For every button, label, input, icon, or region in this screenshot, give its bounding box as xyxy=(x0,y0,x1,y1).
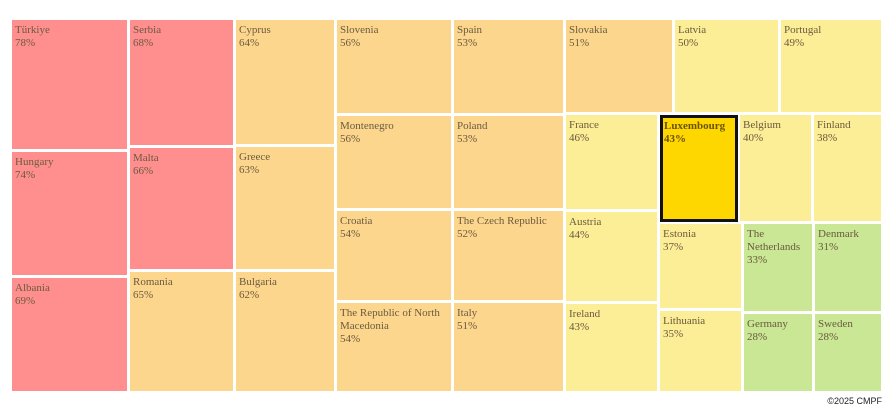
tile-value-label: 66% xyxy=(133,165,154,177)
tile-country-label: Montenegro xyxy=(340,120,394,132)
tile-country-label: Denmark xyxy=(818,228,859,240)
tile-country-label: The Czech Republic xyxy=(457,215,547,227)
tile-country-label: Lithuania xyxy=(663,315,706,327)
treemap-tile[interactable]: Cyprus 64% xyxy=(236,20,334,144)
tile-value-label: 40% xyxy=(743,132,764,144)
tile-country-label: Sweden xyxy=(818,318,853,330)
tile-country-label: Poland xyxy=(457,120,488,132)
tile-value-label: 31% xyxy=(818,241,839,253)
tile-value-label: 78% xyxy=(15,37,36,49)
tile-value-label: 44% xyxy=(569,229,590,241)
tile-value-label: 74% xyxy=(15,169,36,181)
treemap-tile[interactable]: Italy 51% xyxy=(454,303,563,391)
tile-value-label: 54% xyxy=(340,333,361,345)
tile-value-label: 28% xyxy=(818,331,839,343)
treemap-tile[interactable]: Hungary 74% xyxy=(12,152,127,275)
tile-value-label: 50% xyxy=(678,37,699,49)
treemap-tile[interactable]: The Czech Republic 52% xyxy=(454,211,563,300)
tile-country-label: Romania xyxy=(133,276,173,288)
tile-country-label: Finland xyxy=(817,119,851,131)
tile-value-label: 65% xyxy=(133,289,154,301)
tile-country-label: Estonia xyxy=(663,228,696,240)
tile-country-label: Hungary xyxy=(15,156,54,168)
treemap-tile[interactable]: Austria 44% xyxy=(566,212,657,301)
treemap-tile[interactable]: Estonia 37% xyxy=(660,224,741,308)
tile-country-label: Croatia xyxy=(340,215,373,227)
tile-value-label: 54% xyxy=(340,228,361,240)
copyright-notice: ©2025 CMPF xyxy=(827,396,882,406)
treemap-tile[interactable]: Romania 65% xyxy=(130,272,233,391)
tile-country-label: Ireland xyxy=(569,308,601,320)
treemap-tile[interactable]: Ireland 43% xyxy=(566,304,657,391)
tile-value-label: 56% xyxy=(340,37,361,49)
tile-country-label: Latvia xyxy=(678,24,707,36)
tile-value-label: 53% xyxy=(457,133,478,145)
tile-country-label: Albania xyxy=(15,282,50,294)
treemap-tile[interactable]: Albania 69% xyxy=(12,278,127,391)
tile-value-label: 64% xyxy=(239,37,260,49)
tile-value-label: 35% xyxy=(663,328,684,340)
tile-value-label: 51% xyxy=(457,320,478,332)
tile-country-label: Italy xyxy=(457,307,478,319)
tile-value-label: 46% xyxy=(569,132,590,144)
treemap-tile[interactable]: Malta 66% xyxy=(130,148,233,269)
tile-country-label: Slovenia xyxy=(340,24,379,36)
tile-value-label: 33% xyxy=(747,254,768,266)
tile-country-label: Luxembourg xyxy=(664,120,726,132)
treemap-tile[interactable]: Serbia 68% xyxy=(130,20,233,145)
tile-country-label: Greece xyxy=(239,151,271,163)
tile-country-label: Cyprus xyxy=(239,24,271,36)
tile-value-label: 69% xyxy=(15,295,36,307)
tile-country-label: Spain xyxy=(457,24,483,36)
tile-value-label: 51% xyxy=(569,37,590,49)
tile-country-label: Serbia xyxy=(133,24,162,36)
treemap-tile[interactable]: Slovakia 51% xyxy=(566,20,672,112)
tile-value-label: 37% xyxy=(663,241,684,253)
treemap-tile[interactable]: Spain 53% xyxy=(454,20,563,113)
tile-value-label: 28% xyxy=(747,331,768,343)
treemap-tile[interactable]: Bulgaria 62% xyxy=(236,272,334,391)
treemap-tile[interactable]: Croatia 54% xyxy=(337,211,451,300)
tile-value-label: 43% xyxy=(664,133,686,145)
treemap-tile[interactable]: Montenegro 56% xyxy=(337,116,451,208)
tile-country-label: France xyxy=(569,119,599,131)
tile-country-label: Germany xyxy=(747,318,788,330)
tile-value-label: 52% xyxy=(457,228,478,240)
treemap-tile[interactable]: Portugal 49% xyxy=(781,20,881,112)
treemap-tile[interactable]: Finland 38% xyxy=(814,115,881,221)
treemap-tile[interactable]: Greece 63% xyxy=(236,147,334,269)
tile-value-label: 38% xyxy=(817,132,838,144)
tile-country-label: Portugal xyxy=(784,24,822,36)
treemap-tile[interactable]: Türkiye 78% xyxy=(12,20,127,149)
tile-country-label: The Republic of North Macedonia xyxy=(340,307,440,332)
tile-country-label: The Netherlands xyxy=(747,228,801,253)
treemap-tile[interactable]: Germany 28% xyxy=(744,314,812,391)
tile-value-label: 53% xyxy=(457,37,478,49)
treemap-tile[interactable]: Lithuania 35% xyxy=(660,311,741,391)
tile-country-label: Austria xyxy=(569,216,602,228)
treemap-tile[interactable]: Poland 53% xyxy=(454,116,563,208)
tile-country-label: Türkiye xyxy=(15,24,50,36)
tile-value-label: 62% xyxy=(239,289,260,301)
tile-value-label: 68% xyxy=(133,37,154,49)
treemap-tile[interactable]: Sweden 28% xyxy=(815,314,881,391)
treemap-tile[interactable]: Denmark 31% xyxy=(815,224,881,311)
treemap-tile[interactable]: France 46% xyxy=(566,115,657,209)
tile-country-label: Slovakia xyxy=(569,24,608,36)
tile-value-label: 49% xyxy=(784,37,805,49)
treemap-tile[interactable]: Latvia 50% xyxy=(675,20,778,112)
tile-value-label: 43% xyxy=(569,321,590,333)
treemap-tile[interactable]: The Republic of North Macedonia 54% xyxy=(337,303,451,391)
tile-country-label: Bulgaria xyxy=(239,276,277,288)
treemap-tile[interactable]: The Netherlands 33% xyxy=(744,224,812,311)
treemap-tile[interactable]: Slovenia 56% xyxy=(337,20,451,113)
tile-value-label: 56% xyxy=(340,133,361,145)
tile-value-label: 63% xyxy=(239,164,260,176)
treemap-tile[interactable]: Luxembourg 43% xyxy=(660,115,738,222)
tile-country-label: Belgium xyxy=(743,119,781,131)
tile-country-label: Malta xyxy=(133,152,159,164)
treemap-tile[interactable]: Belgium 40% xyxy=(740,115,811,221)
